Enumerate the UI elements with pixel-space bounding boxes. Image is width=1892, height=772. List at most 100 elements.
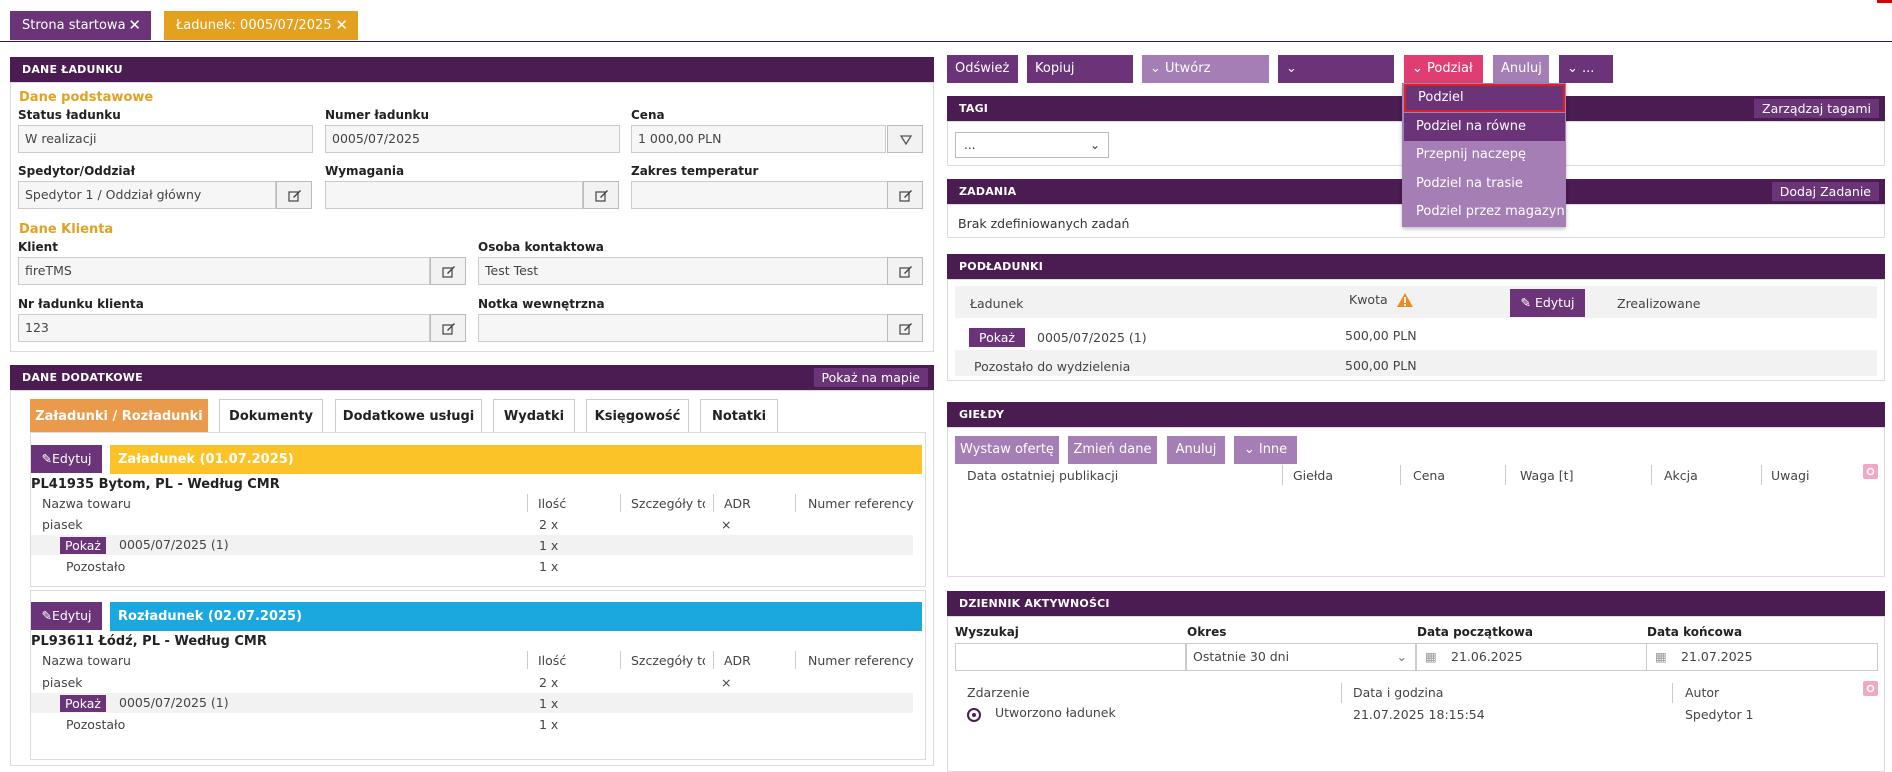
tab-home[interactable]: Strona startowa ✕	[10, 11, 151, 40]
edit-icon	[595, 190, 608, 202]
tab-notes[interactable]: Notatki	[700, 399, 778, 432]
nr-klienta-field[interactable]: 123	[18, 314, 430, 342]
col-separator	[1761, 465, 1762, 485]
tab-load-label: Ładunek: 0005/07/2025	[176, 18, 332, 33]
edit-icon: ✎	[1520, 295, 1535, 310]
col-separator	[1341, 683, 1342, 703]
tab-home-label: Strona startowa	[22, 18, 126, 33]
tab-services[interactable]: Dodatkowe usługi	[335, 399, 482, 432]
menu-item-split-route[interactable]: Podziel na trasie	[1404, 170, 1565, 198]
col-qty: Ilość	[538, 653, 567, 668]
edit-unload-button[interactable]: ✎Edytuj	[31, 602, 102, 630]
close-icon[interactable]: ✕	[128, 16, 141, 34]
col-separator	[795, 494, 796, 512]
chevron-down-icon: ⌄	[1396, 649, 1407, 664]
dziennik-header: DZIENNIK AKTYWNOŚCI	[947, 591, 1885, 616]
edit-nr-klienta-button[interactable]	[430, 314, 466, 342]
osoba-field[interactable]: Test Test	[478, 257, 888, 285]
zakres-field[interactable]	[631, 181, 888, 209]
edit-icon: ✎	[41, 608, 52, 623]
show-subload-button[interactable]: Pokaż	[60, 695, 106, 712]
tab-accounting[interactable]: Księgowość	[586, 399, 689, 432]
more-button[interactable]: ⌄ ...	[1559, 55, 1613, 83]
settings-icon[interactable]	[1863, 464, 1878, 479]
period-select[interactable]: Ostatnie 30 dni ⌄	[1186, 643, 1416, 671]
edit-load-button[interactable]: ✎Edytuj	[31, 445, 102, 473]
edit-icon	[288, 190, 301, 202]
panel-title: PODŁADUNKI	[959, 260, 1044, 273]
tags-select[interactable]: ... ⌄	[955, 132, 1109, 158]
tab-loads[interactable]: Załadunki / Rozładunki	[30, 399, 208, 432]
klient-field[interactable]: fireTMS	[18, 257, 430, 285]
tags-select-value: ...	[964, 138, 976, 152]
remaining-amount: 500,00 PLN	[1345, 358, 1417, 373]
tab-documents[interactable]: Dokumenty	[219, 399, 323, 432]
start-date-value: 21.06.2025	[1451, 649, 1523, 664]
copy-load-button[interactable]: Kopiuj ładunek	[1027, 55, 1133, 104]
show-subload-button[interactable]: Pokaż	[60, 537, 106, 554]
col-separator	[1282, 465, 1283, 485]
menu-item-split[interactable]: Podziel	[1404, 84, 1565, 112]
publish-offer-button[interactable]: Wystaw ofertę	[955, 436, 1059, 464]
notka-field[interactable]	[478, 314, 888, 342]
wymagania-field[interactable]	[325, 181, 583, 209]
tab-expenses[interactable]: Wydatki	[493, 399, 575, 432]
show-on-map-button[interactable]: Pokaż na mapie	[813, 368, 928, 387]
show-subload-button[interactable]: Pokaż	[969, 328, 1025, 347]
close-icon[interactable]: ✕	[335, 16, 348, 34]
col-done: Zrealizowane	[1617, 296, 1701, 311]
start-date-input[interactable]: ▦ 21.06.2025	[1416, 643, 1647, 671]
refresh-button[interactable]: Odśwież	[947, 55, 1018, 83]
chevron-down-icon: ⌄	[1243, 442, 1259, 457]
goods-name: piasek	[42, 675, 83, 690]
cena-field[interactable]: 1 000,00 PLN	[631, 125, 886, 153]
col-separator	[527, 494, 528, 512]
panel-title: GIEŁDY	[959, 408, 1005, 421]
cancel-button[interactable]: Anuluj	[1493, 55, 1549, 83]
edit-osoba-button[interactable]	[887, 257, 923, 285]
event-author: Spedytor 1	[1685, 707, 1754, 722]
numer-field[interactable]: 0005/07/2025	[325, 125, 620, 153]
col-author: Autor	[1685, 685, 1720, 700]
split-button[interactable]: ⌄ Podział	[1404, 55, 1483, 83]
add-task-button[interactable]: Dodaj Zadanie	[1771, 182, 1879, 201]
edit-spedytor-button[interactable]	[276, 181, 312, 209]
status-field[interactable]: W realizacji	[18, 125, 313, 153]
section-basic: Dane podstawowe	[19, 90, 154, 105]
edit-subloads-button[interactable]: ✎ Edytuj	[1510, 289, 1585, 317]
change-data-button[interactable]: Zmień dane	[1068, 436, 1157, 464]
other-label: Inne	[1258, 442, 1288, 457]
menu-item-swap-trailer[interactable]: Przepnij naczepę	[1404, 141, 1565, 169]
col-adr: ADR	[724, 496, 751, 511]
col-load: Ładunek	[970, 296, 1024, 311]
end-date-input[interactable]: ▦ 21.07.2025	[1646, 643, 1878, 671]
subload-row	[31, 693, 913, 713]
other-button[interactable]: ⌄ Inne	[1234, 436, 1297, 464]
col-details: Szczegóły tow	[631, 653, 705, 668]
status-label: Status ładunku	[18, 108, 121, 122]
cancel-exchange-button[interactable]: Anuluj	[1167, 436, 1225, 464]
col-separator	[713, 651, 714, 669]
confirm-button[interactable]: ⌄ Potwierdzenie	[1278, 55, 1394, 104]
edit-notka-button[interactable]	[887, 314, 923, 342]
cena-dropdown-button[interactable]	[887, 125, 923, 153]
col-ref: Numer referency	[808, 496, 914, 511]
triangle-down-icon	[899, 135, 913, 146]
end-date-label: Data końcowa	[1647, 625, 1743, 639]
notka-label: Notka wewnętrzna	[478, 297, 605, 311]
osoba-label: Osoba kontaktowa	[478, 240, 604, 254]
edit-klient-button[interactable]	[430, 257, 466, 285]
menu-item-split-equal[interactable]: Podziel na równe części	[1404, 113, 1565, 162]
search-input[interactable]	[955, 643, 1186, 671]
edit-zakres-button[interactable]	[887, 181, 923, 209]
remaining-qty: 1 x	[539, 559, 559, 574]
spedytor-field[interactable]: Spedytor 1 / Oddział główny	[18, 181, 276, 209]
settings-icon[interactable]	[1863, 681, 1878, 696]
tab-load[interactable]: Ładunek: 0005/07/2025 ✕	[164, 11, 358, 40]
manage-tags-button[interactable]: Zarządzaj tagami	[1754, 99, 1879, 118]
create-order-button[interactable]: ⌄ Utwórz zlecenie	[1142, 55, 1269, 104]
klient-label: Klient	[18, 240, 58, 254]
menu-item-split-warehouse[interactable]: Podziel przez magazyn	[1404, 198, 1565, 226]
subload-ref: 0005/07/2025 (1)	[119, 695, 229, 710]
edit-wymagania-button[interactable]	[583, 181, 619, 209]
